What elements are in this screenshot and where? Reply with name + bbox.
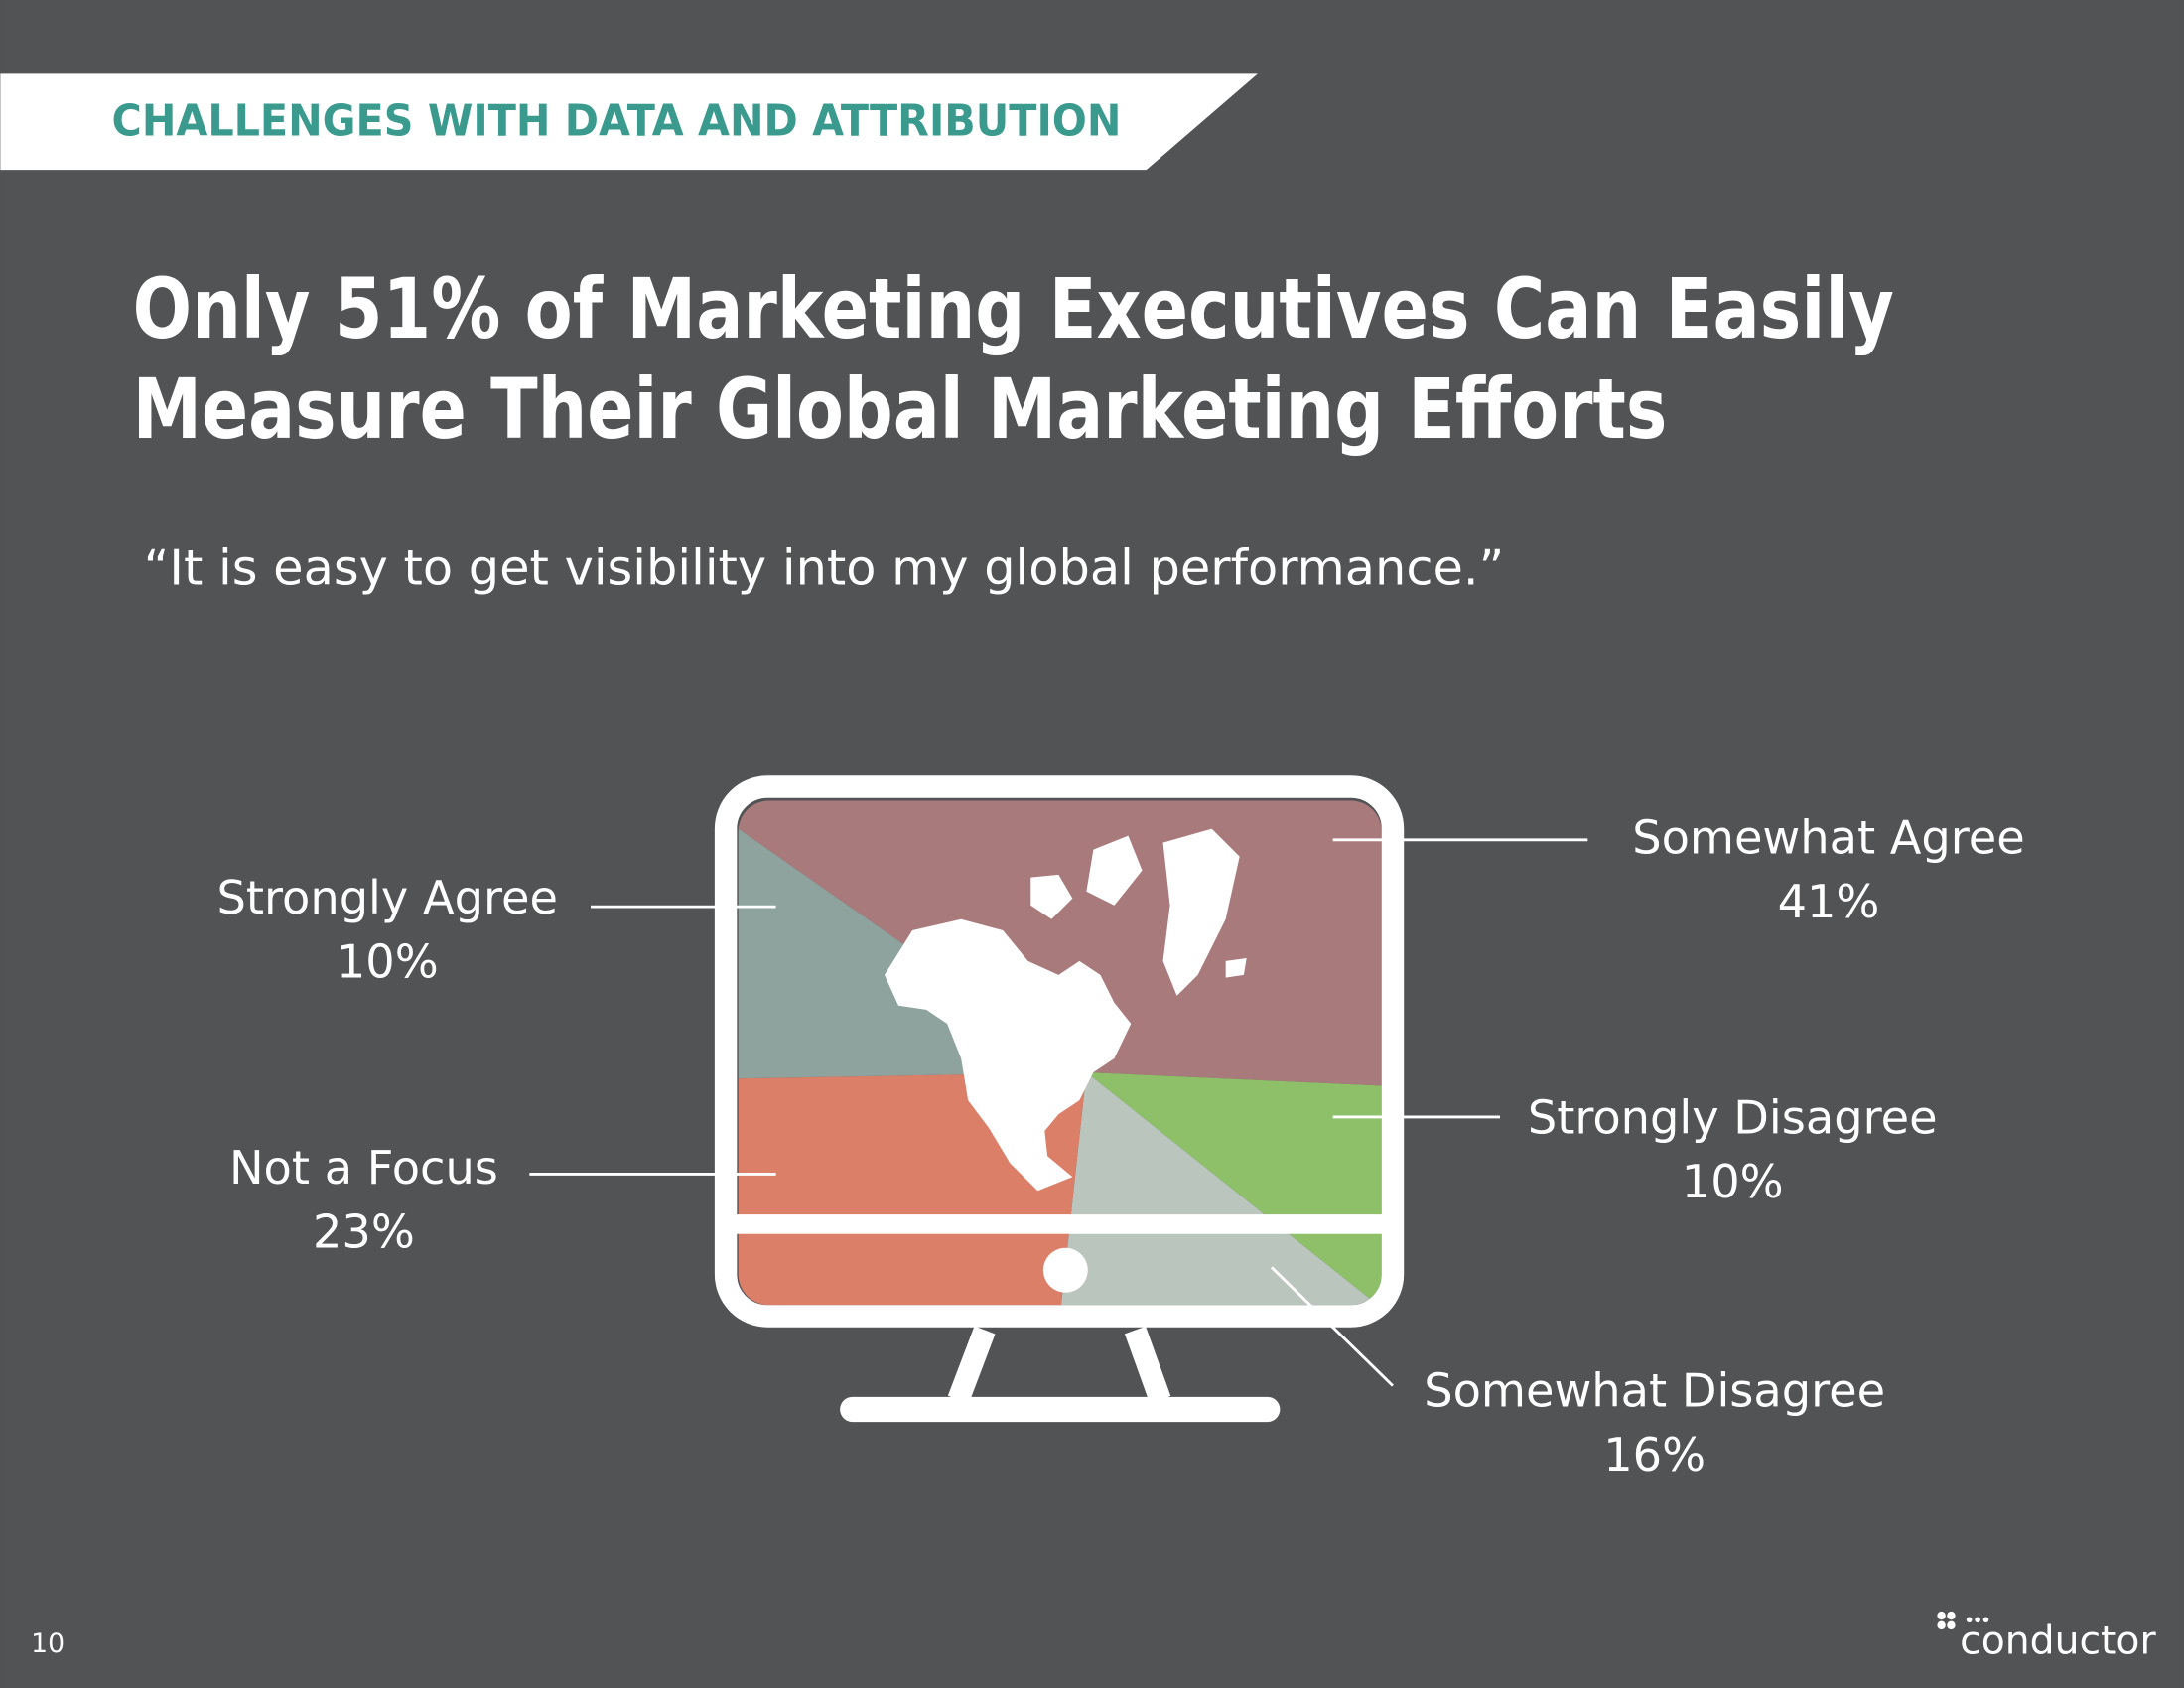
legend-label: Somewhat Disagree	[1424, 1364, 1885, 1418]
leader-line	[1270, 1266, 1394, 1387]
map	[885, 828, 1247, 1192]
pie-slice	[1086, 1072, 1382, 1306]
logo-dots	[1937, 1611, 1989, 1630]
monitor	[714, 775, 1405, 1328]
monitor-bezel	[727, 1214, 1393, 1234]
legend-label: Somewhat Agree	[1632, 811, 2025, 865]
title: Only 51% of Marketing Executives Can Eas…	[133, 260, 1894, 357]
data-label: 10%	[337, 935, 439, 989]
subtitle: “It is easy to get visibility into my gl…	[144, 539, 1504, 597]
page-number: 10	[31, 1628, 65, 1659]
monitor-stand	[947, 1326, 1171, 1404]
logo: conductor	[1960, 1619, 2156, 1664]
legend-label: Strongly Disagree	[1528, 1091, 1938, 1145]
data-label: 10%	[1682, 1155, 1784, 1208]
legend-label: Not a Focus	[229, 1141, 498, 1195]
legend-label: Strongly Agree	[217, 871, 558, 924]
section-title: CHALLENGES WITH DATA AND ATTRIBUTION	[112, 96, 1122, 146]
monitor-button	[1042, 1247, 1088, 1293]
title: Measure Their Global Marketing Efforts	[133, 360, 1668, 458]
data-label: 23%	[313, 1205, 415, 1259]
data-label: 41%	[1778, 875, 1880, 928]
data-label: 16%	[1603, 1428, 1706, 1481]
section-banner	[0, 73, 1258, 171]
